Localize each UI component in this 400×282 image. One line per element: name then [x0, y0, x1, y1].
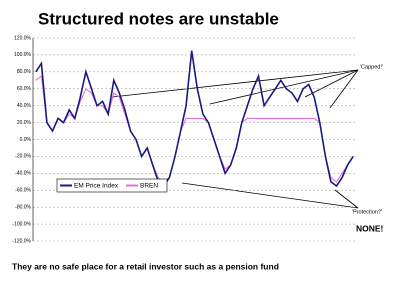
y-tick-label: 120.0%: [14, 35, 32, 41]
annotation: 'Capped!': [360, 64, 383, 70]
legend: EM Price Index BREN: [56, 178, 168, 193]
annotation-arrows: [111, 69, 359, 209]
y-tick-label: -80.0%: [15, 204, 31, 210]
annotation: NONE!: [356, 223, 384, 233]
y-tick-label: -60.0%: [15, 188, 31, 194]
y-tick-label: -20.0%: [15, 154, 31, 160]
y-tick-label: 80.0%: [17, 69, 32, 75]
y-tick-label: -40.0%: [15, 171, 31, 177]
annotation: 'Protection?': [352, 209, 382, 215]
chart-title: Structured notes are unstable: [38, 9, 279, 28]
legend-label: BREN: [140, 183, 158, 190]
legend-label: EM Price Index: [74, 183, 119, 190]
y-tick-label: 20.0%: [17, 120, 32, 126]
y-tick-label: 100.0%: [14, 52, 32, 58]
y-tick-label: 0.0%: [20, 137, 32, 143]
legend-box: [56, 178, 168, 193]
y-tick-label: -120.0%: [12, 238, 31, 244]
line-series: [35, 50, 354, 188]
y-tick-label: 60.0%: [17, 86, 32, 92]
footer-text: They are no safe place for a retail inve…: [12, 261, 279, 271]
y-tick-label: -100.0%: [12, 221, 31, 227]
line-series: [35, 75, 354, 183]
y-tick-label: 40.0%: [17, 103, 32, 109]
